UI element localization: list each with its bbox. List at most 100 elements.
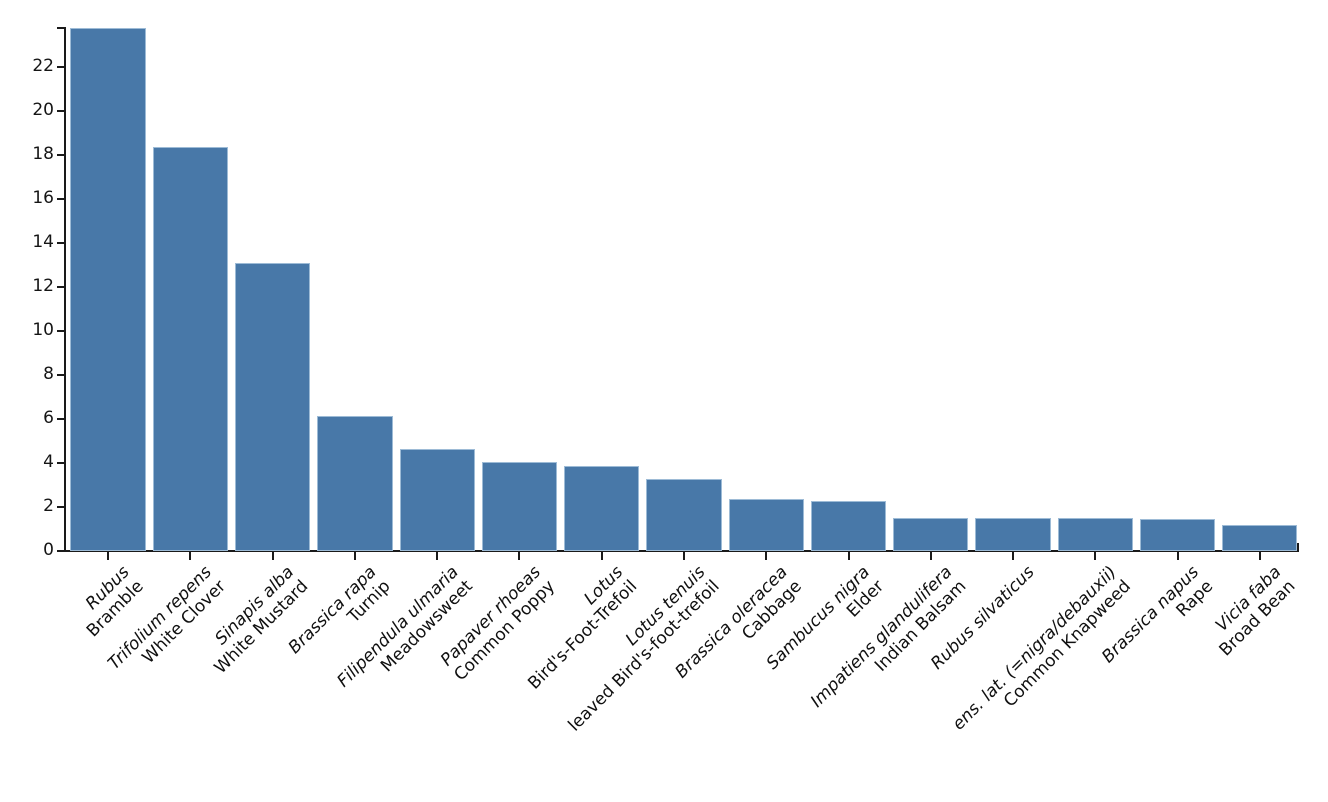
bar[interactable] bbox=[564, 466, 640, 551]
y-tick-label: 18 bbox=[32, 143, 54, 164]
species-common-name: White Clover bbox=[138, 576, 230, 668]
species-common-name: Meadowsweet bbox=[376, 576, 477, 676]
y-tick-label: 12 bbox=[32, 275, 54, 296]
y-tick-mark bbox=[57, 461, 65, 464]
y-tick-mark bbox=[57, 197, 65, 200]
x-tick-label: Filipendula ulmaria Meadowsweet bbox=[132, 562, 477, 802]
bar[interactable] bbox=[975, 517, 1051, 551]
species-scientific-name: Vicia faba bbox=[1211, 562, 1286, 636]
x-tick-label: Lotus Bird's-Foot-Trefoil bbox=[180, 562, 642, 802]
y-tick-label: 8 bbox=[43, 363, 54, 384]
y-tick-label: 0 bbox=[43, 540, 54, 560]
species-scientific-name: Impatiens glandulifera bbox=[806, 562, 957, 712]
bar[interactable] bbox=[70, 28, 146, 551]
x-tick-label: ens. lat. (=nigra/debauxii) Common Knapwe… bbox=[324, 562, 1135, 802]
y-tick-mark bbox=[57, 329, 65, 332]
species-common-name: Indian Balsam bbox=[870, 576, 971, 676]
y-tick-label: 20 bbox=[32, 99, 54, 120]
species-common-name: leaved Bird's-foot-trefoil bbox=[564, 576, 724, 736]
species-scientific-name: Brassica rapa bbox=[284, 562, 381, 658]
x-tick-mark bbox=[189, 551, 192, 560]
bar[interactable] bbox=[317, 415, 393, 551]
species-common-name: Bird's-Foot-Trefoil bbox=[523, 576, 641, 694]
species-scientific-name: Brassica napus bbox=[1098, 562, 1204, 668]
x-tick-label: Lotus tenuis leaved Bird's-foot-trefoil bbox=[204, 562, 724, 802]
x-tick-label: Papaver rhoeas Common Poppy bbox=[156, 562, 559, 802]
y-tick-label: 10 bbox=[32, 319, 54, 340]
x-tick-label: Impatiens glandulifera Indian Balsam bbox=[276, 562, 971, 802]
x-tick-label: Rubus silvaticus bbox=[300, 562, 1039, 802]
x-axis-spine bbox=[64, 550, 1299, 552]
bar[interactable] bbox=[1139, 519, 1216, 551]
y-tick-label: 2 bbox=[43, 495, 54, 516]
x-tick-mark bbox=[847, 551, 850, 560]
bar[interactable] bbox=[1222, 524, 1298, 551]
y-tick-mark bbox=[57, 285, 65, 288]
x-tick-mark bbox=[1258, 551, 1261, 560]
x-tick-mark bbox=[518, 551, 521, 560]
x-tick-mark bbox=[107, 551, 110, 560]
x-tick-mark bbox=[1094, 551, 1097, 560]
species-common-name bbox=[314, 577, 1039, 802]
species-common-name: Cabbage bbox=[737, 576, 806, 644]
species-scientific-name: Filipendula ulmaria bbox=[333, 562, 463, 692]
y-tick-mark bbox=[57, 373, 65, 376]
y-tick-mark bbox=[57, 417, 65, 420]
species-scientific-name: Trifolium repens bbox=[104, 562, 216, 674]
species-scientific-name: Papaver rhoeas bbox=[436, 562, 545, 671]
x-tick-label: Brassica napus Rape bbox=[348, 562, 1217, 802]
species-common-name: Elder bbox=[842, 576, 888, 622]
x-tick-mark bbox=[600, 551, 603, 560]
species-common-name: Bramble bbox=[82, 576, 148, 641]
species-scientific-name: Rubus silvaticus bbox=[927, 562, 1039, 674]
x-tick-mark bbox=[436, 551, 439, 560]
y-tick-mark bbox=[57, 550, 65, 552]
species-common-name: Turnip bbox=[343, 576, 395, 627]
bar[interactable] bbox=[481, 461, 558, 551]
x-tick-mark bbox=[353, 551, 356, 560]
bar[interactable] bbox=[235, 262, 311, 551]
bar[interactable] bbox=[152, 147, 229, 551]
y-axis-spine bbox=[64, 27, 66, 552]
y-tick-label: 22 bbox=[32, 55, 54, 76]
species-scientific-name: Lotus tenuis bbox=[621, 562, 710, 650]
y-tick-label: 6 bbox=[43, 407, 54, 428]
y-tick-mark bbox=[57, 153, 65, 156]
species-scientific-name: Sinapis alba bbox=[211, 562, 299, 650]
x-tick-mark bbox=[1176, 551, 1179, 560]
x-tick-mark bbox=[929, 551, 932, 560]
x-tick-label: Trifolium repens White Clover bbox=[59, 562, 230, 734]
x-tick-mark bbox=[271, 551, 274, 560]
bar[interactable] bbox=[646, 479, 722, 551]
species-scientific-name: Lotus bbox=[580, 562, 628, 610]
species-common-name: Common Poppy bbox=[450, 576, 559, 685]
x-tick-label: Brassica oleracea Cabbage bbox=[228, 562, 806, 802]
species-common-name: Broad Bean bbox=[1215, 576, 1300, 660]
bar[interactable] bbox=[1057, 517, 1133, 551]
x-tick-label: Sinapis alba White Mustard bbox=[83, 562, 312, 792]
x-tick-label: Rubus Bramble bbox=[35, 562, 148, 676]
x-axis-label-region: Rubus Bramble Trifolium repens White Clover… bbox=[0, 560, 1328, 802]
x-tick-label: Brassica rapa Turnip bbox=[107, 562, 395, 802]
species-common-name: Common Knapweed bbox=[999, 576, 1135, 711]
y-tick-mark bbox=[57, 505, 65, 508]
species-scientific-name: Rubus bbox=[81, 562, 134, 614]
x-tick-label: Vicia faba Broad Bean bbox=[373, 562, 1300, 802]
species-common-name: White Mustard bbox=[210, 576, 312, 678]
bar[interactable] bbox=[893, 517, 969, 551]
species-scientific-name: Brassica oleracea bbox=[671, 562, 792, 683]
bar[interactable] bbox=[399, 448, 475, 551]
bar[interactable] bbox=[810, 501, 887, 551]
y-tick-label: 14 bbox=[32, 231, 54, 252]
species-common-name: Rape bbox=[1172, 576, 1217, 621]
y-axis-top-cap bbox=[57, 27, 66, 29]
bar[interactable] bbox=[728, 499, 804, 551]
species-scientific-name: ens. lat. (=nigra/debauxii) bbox=[948, 562, 1121, 735]
y-tick-label: 4 bbox=[43, 451, 54, 472]
plot-area bbox=[64, 27, 1298, 551]
x-tick-mark bbox=[1012, 551, 1015, 560]
y-tick-mark bbox=[57, 241, 65, 244]
y-tick-label: 16 bbox=[32, 187, 54, 208]
x-tick-mark bbox=[683, 551, 685, 560]
